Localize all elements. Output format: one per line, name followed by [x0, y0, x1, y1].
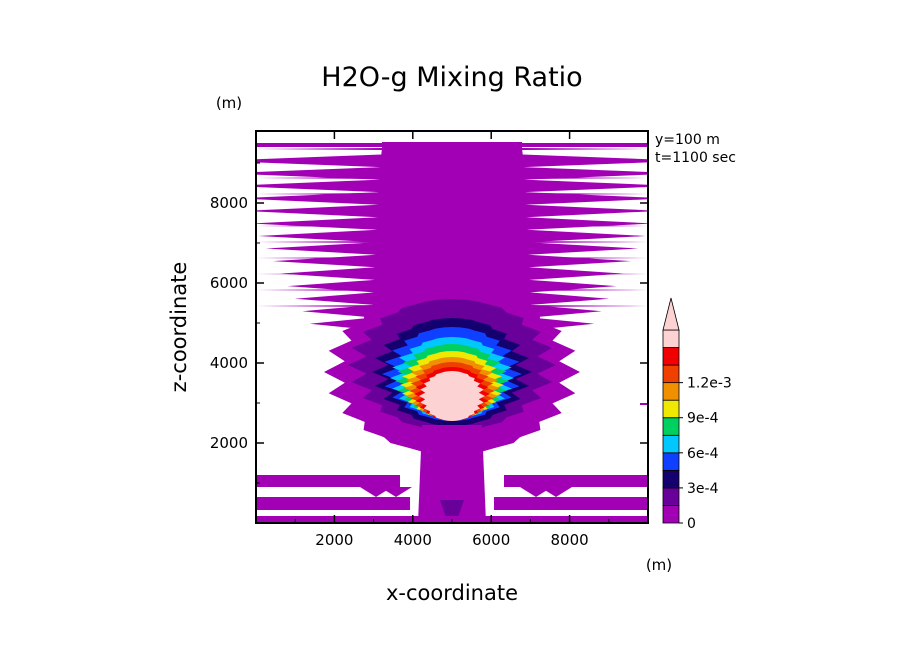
- contour-lobe: [419, 371, 485, 421]
- contour-upper-plume: [256, 142, 648, 330]
- colorbar-label: 1.2e-3: [687, 376, 732, 392]
- contour-low-spike: [380, 487, 412, 497]
- contour-low-spike: [540, 487, 572, 497]
- contour-low-band: [256, 475, 400, 487]
- colorbar-box: [662, 434, 680, 454]
- x-tick-label: 4000: [394, 531, 432, 549]
- x-axis-label: x-coordinate: [386, 581, 518, 605]
- colorbar-box: [662, 417, 680, 436]
- contour-streak: [256, 192, 648, 196]
- axes: 2000 4000 6000 8000 2000 4000 6000 8000: [210, 131, 648, 549]
- contour-streak: [256, 224, 648, 228]
- y-tick-label: 2000: [210, 434, 248, 452]
- y-tick-label: 6000: [210, 274, 248, 292]
- contour-streak: [256, 176, 648, 180]
- colorbar-box: [662, 452, 680, 471]
- x-unit-label: (m): [646, 556, 672, 574]
- annotation-t: t=1100 sec: [655, 150, 736, 166]
- colorbar-box: [662, 487, 680, 506]
- colorbar-label: 3e-4: [687, 481, 719, 497]
- colorbar-box: [662, 347, 680, 366]
- contour-streak: [256, 272, 648, 276]
- colorbar: 0 3e-4 6e-4 9e-4 1.2e-3: [662, 297, 732, 532]
- chart-title: H2O-g Mixing Ratio: [321, 62, 582, 93]
- contour-streak: [256, 240, 648, 244]
- colorbar-box: [662, 382, 680, 401]
- y-tick-label: 4000: [210, 354, 248, 372]
- y-tick-label: 8000: [210, 194, 248, 212]
- contour-low-band: [504, 475, 648, 487]
- colorbar-box: [662, 469, 680, 489]
- colorbar-box: [662, 364, 680, 384]
- y-unit-label: (m): [216, 94, 242, 112]
- contour-streak: [256, 147, 648, 151]
- colorbar-label: 0: [687, 516, 696, 532]
- colorbar-box: [662, 329, 680, 348]
- contour-stem: [418, 425, 486, 523]
- colorbar-label: 9e-4: [687, 411, 719, 427]
- plot-field: [256, 142, 648, 523]
- colorbar-label: 6e-4: [687, 446, 719, 462]
- contour-streak: [256, 208, 648, 212]
- x-tick-label: 2000: [315, 531, 353, 549]
- x-tick-label: 6000: [472, 531, 510, 549]
- colorbar-box: [662, 505, 680, 524]
- contour-low-band: [256, 497, 410, 510]
- contour-edge-mark: [640, 403, 648, 405]
- contour-streak: [256, 160, 648, 164]
- y-axis-label: z-coordinate: [167, 262, 191, 393]
- colorbar-extend-arrow: [662, 297, 680, 331]
- colorbar-box: [662, 399, 680, 419]
- x-tick-label: 8000: [551, 531, 589, 549]
- contour-streak: [256, 256, 648, 260]
- contour-low-band: [494, 497, 648, 510]
- annotation-y: y=100 m: [655, 132, 720, 148]
- contour-top-band: [256, 143, 648, 147]
